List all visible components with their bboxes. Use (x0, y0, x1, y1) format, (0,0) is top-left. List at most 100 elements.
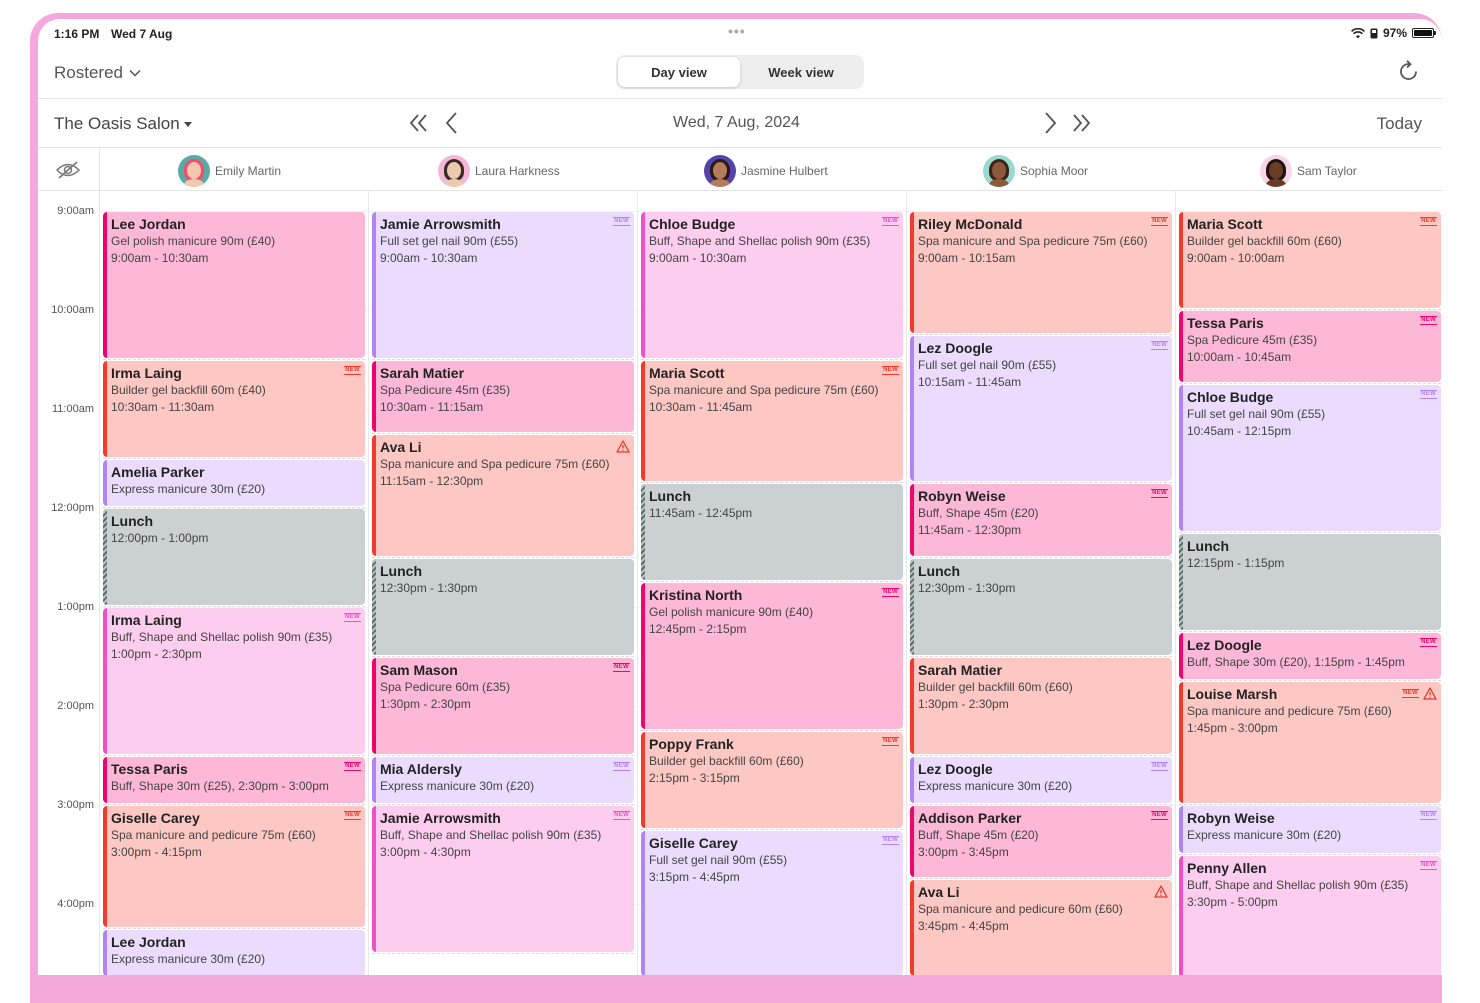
chevron-left-icon[interactable] (440, 110, 466, 136)
appointment-time: 3:45pm - 4:45pm (918, 919, 1009, 934)
appointment-card[interactable]: Mia Aldersly Express manicure 30m (£20) NE… (372, 756, 634, 803)
staff-header[interactable]: Laura Harkness (438, 155, 560, 187)
rostered-filter-dropdown[interactable]: Rostered (54, 63, 141, 83)
appointment-card[interactable]: Riley McDonald Spa manicure and Spa pedic… (910, 212, 1172, 333)
service-details: Spa manicure and Spa pedicure 75m (£60) (380, 456, 610, 471)
status-date: Wed 7 Aug (111, 27, 173, 41)
week-view-tab[interactable]: Week view (768, 64, 834, 80)
lunch-break-block[interactable]: Lunch 12:30pm - 1:30pm (910, 558, 1172, 655)
client-name: Robyn Weise (1187, 810, 1275, 826)
eye-slash-icon[interactable] (54, 159, 82, 181)
chevron-right-icon[interactable] (1036, 110, 1062, 136)
appointment-time: 3:15pm - 4:45pm (649, 869, 740, 884)
lunch-break-block[interactable]: Lunch 12:00pm - 1:00pm (103, 509, 365, 605)
appointment-card[interactable]: Lee Jordan Gel polish manicure 90m (£40) 9… (103, 212, 365, 358)
appointment-card[interactable]: Poppy Frank Builder gel backfill 60m (£60… (641, 731, 903, 828)
new-client-icon: NEW (1420, 860, 1437, 870)
appointment-card[interactable]: Jamie Arrowsmith Full set gel nail 90m (£… (372, 212, 634, 358)
client-name: Chloe Budge (649, 216, 736, 232)
appointment-card[interactable]: Lez Doogle Express manicure 30m (£20) NEW (910, 756, 1172, 803)
appointment-card[interactable]: Lez Doogle Buff, Shape 30m (£20), 1:15pm … (1179, 632, 1441, 680)
service-details: Buff, Shape 45m (£20) (918, 506, 1039, 521)
appointment-card[interactable]: Robyn Weise Buff, Shape 45m (£20) 11:45am … (910, 484, 1172, 556)
multitask-dots[interactable]: ••• (728, 23, 746, 39)
staff-header[interactable]: Jasmine Hulbert (704, 155, 828, 187)
client-name: Riley McDonald (918, 216, 1023, 232)
appointment-time: 10:30am - 11:45am (649, 399, 753, 414)
appointment-time: 10:30am - 11:30am (111, 399, 215, 414)
appointment-card[interactable]: Chloe Budge Full set gel nail 90m (£55) 10… (1179, 385, 1441, 531)
salon-selector[interactable]: The Oasis Salon (54, 114, 192, 134)
lunch-break-block[interactable]: Lunch 12:30pm - 1:30pm (372, 558, 634, 655)
appointment-card[interactable]: Sam Mason Spa Pedicure 60m (£35) 1:30pm - … (372, 657, 634, 754)
app-screen: 1:16 PM Wed 7 Aug ••• 97% Rostered Day v… (38, 19, 1442, 975)
staff-name: Sam Taylor (1297, 164, 1357, 178)
staff-header[interactable]: Sam Taylor (1260, 155, 1357, 187)
new-client-icon: NEW (344, 811, 361, 820)
appointment-card[interactable]: Tessa Paris Spa Pedicure 45m (£35) 10:00am… (1179, 311, 1441, 383)
appointment-card[interactable]: Lez Doogle Full set gel nail 90m (£55) 10:… (910, 335, 1172, 482)
avatar (178, 155, 210, 187)
service-details: Full set gel nail 90m (£55) (649, 852, 788, 867)
day-view-tab[interactable]: Day view (618, 57, 740, 87)
service-details: Express manicure 30m (£20) (918, 778, 1073, 793)
client-name: Lez Doogle (1187, 636, 1262, 653)
appointment-card[interactable]: Irma Laing Buff, Shape and Shellac polish… (103, 608, 365, 754)
appointment-card[interactable]: Robyn Weise Express manicure 30m (£20) NEW (1179, 806, 1441, 853)
staff-header[interactable]: Sophia Moor (983, 155, 1088, 187)
appointment-card[interactable]: Giselle Carey Spa manicure and pedicure 7… (103, 806, 365, 927)
client-name: Lee Jordan (111, 216, 186, 232)
client-name: Lunch (1187, 537, 1229, 554)
appointment-card[interactable]: Lee Jordan Express manicure 30m (£20) (103, 929, 365, 975)
appointment-card[interactable]: Maria Scott Spa manicure and Spa pedicure… (641, 360, 903, 482)
new-client-icon: NEW (1151, 811, 1168, 820)
appointment-card[interactable]: Addison Parker Buff, Shape 45m (£20) 3:00p… (910, 806, 1172, 878)
new-client-icon: NEW (882, 588, 899, 598)
service-details: Express manicure 30m (£20) (1187, 828, 1342, 842)
appointment-time: 9:00am - 10:30am (649, 251, 747, 265)
appointment-time: 11:15am - 12:30pm (380, 473, 484, 488)
appointment-card[interactable]: Penny Allen Buff, Shape and Shellac polis… (1179, 855, 1441, 975)
new-client-icon: NEW (613, 662, 630, 672)
appointment-card[interactable]: Maria Scott Builder gel backfill 60m (£60… (1179, 212, 1441, 308)
appointment-time: 11:45am - 12:30pm (918, 523, 1022, 538)
status-bar: 1:16 PM Wed 7 Aug ••• 97% (38, 19, 1442, 49)
appointment-card[interactable]: Irma Laing Builder gel backfill 60m (£40)… (103, 360, 365, 457)
client-name: Chloe Budge (1187, 389, 1274, 406)
service-details: Full set gel nail 90m (£55) (918, 357, 1057, 372)
refresh-icon[interactable] (1396, 59, 1422, 85)
new-client-icon: NEW (613, 811, 630, 820)
appointment-card[interactable]: Giselle Carey Full set gel nail 90m (£55)… (641, 830, 903, 975)
avatar (704, 155, 736, 187)
appointment-card[interactable]: Sarah Matier Spa Pedicure 45m (£35) 10:30a… (372, 360, 634, 432)
appointment-card[interactable]: Jamie Arrowsmith Buff, Shape and Shellac … (372, 806, 634, 952)
appointment-card[interactable]: Kristina North Gel polish manicure 90m (£… (641, 583, 903, 729)
new-client-icon: NEW (1151, 761, 1168, 771)
appointment-card[interactable]: Ava Li Spa manicure and Spa pedicure 75m … (372, 434, 634, 556)
service-details: Spa manicure and pedicure 60m (£60) (918, 902, 1123, 917)
appointment-card[interactable]: Tessa Paris Buff, Shape 30m (£25), 2:30pm… (103, 756, 365, 803)
appointment-time: 1:30pm - 2:30pm (918, 696, 1009, 711)
double-chevron-left-icon[interactable] (406, 110, 432, 136)
today-button[interactable]: Today (1376, 114, 1422, 133)
service-details: Builder gel backfill 60m (£60) (649, 753, 804, 768)
new-client-icon: NEW (613, 217, 630, 226)
appointment-card[interactable]: Louise Marsh Spa manicure and pedicure 75… (1179, 682, 1441, 803)
appointment-card[interactable]: Amelia Parker Express manicure 30m (£20) (103, 459, 365, 506)
appointment-card[interactable]: Chloe Budge Buff, Shape and Shellac polis… (641, 212, 903, 358)
client-name: Ava Li (380, 438, 422, 455)
new-client-icon: NEW (1420, 316, 1437, 325)
service-details: 12:15pm - 1:15pm (1187, 555, 1285, 570)
appointment-card[interactable]: Sarah Matier Builder gel backfill 60m (£6… (910, 657, 1172, 754)
time-label: 3:00pm (57, 799, 94, 811)
double-chevron-right-icon[interactable] (1068, 110, 1094, 136)
lunch-break-block[interactable]: Lunch 11:45am - 12:45pm (641, 484, 903, 581)
new-client-icon: NEW (613, 761, 630, 771)
new-client-icon: NEW (1151, 340, 1168, 350)
service-details: Full set gel nail 90m (£55) (1187, 407, 1326, 422)
lunch-break-block[interactable]: Lunch 12:15pm - 1:15pm (1179, 533, 1441, 630)
appointment-card[interactable]: Ava Li Spa manicure and pedicure 60m (£60… (910, 880, 1172, 975)
client-name: Maria Scott (1187, 216, 1263, 232)
staff-header[interactable]: Emily Martin (178, 155, 281, 187)
client-name: Lunch (111, 513, 153, 529)
